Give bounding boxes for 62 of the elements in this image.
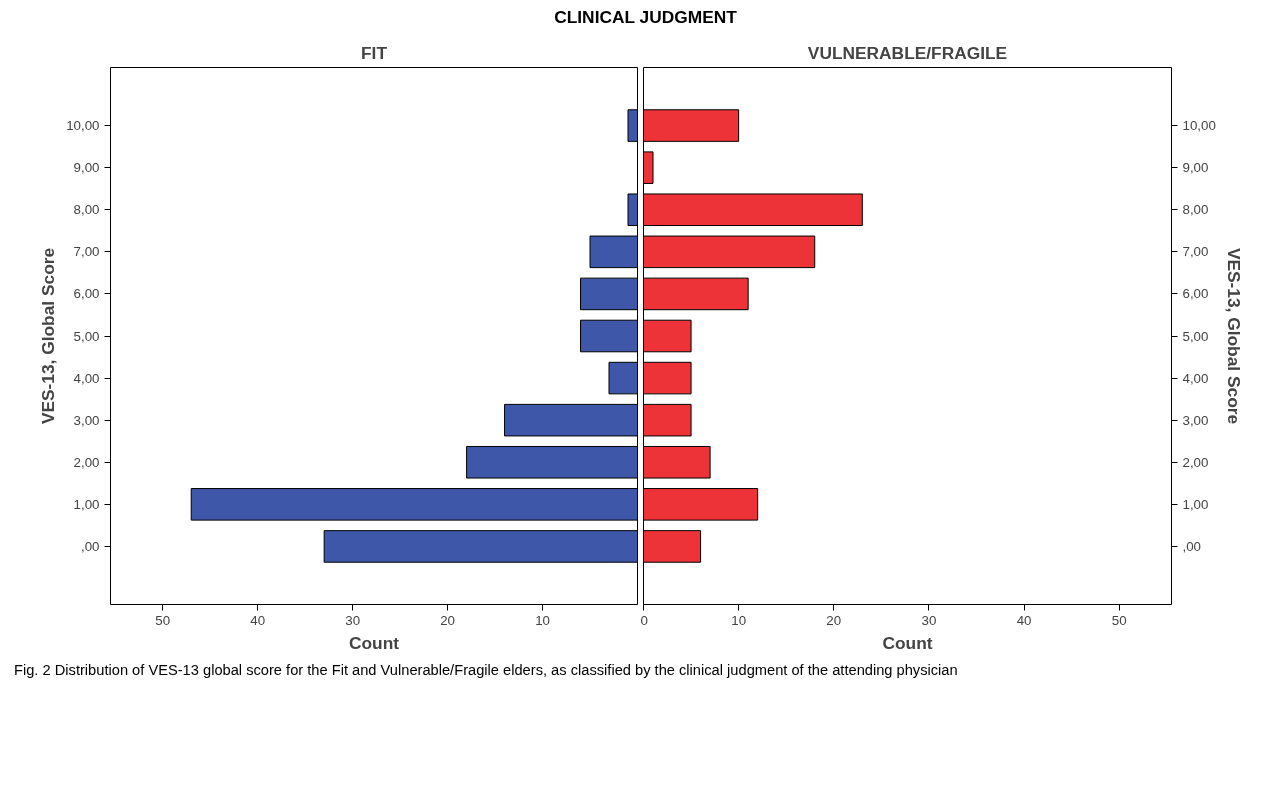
y-tick-label: 1,00 (73, 496, 100, 512)
bar (643, 277, 749, 310)
y-tick-label: ,00 (80, 538, 100, 554)
y-tick-label: 8,00 (73, 202, 100, 217)
y-tick-label: 8,00 (1182, 202, 1209, 217)
y-tick-label: 3,00 (73, 412, 100, 428)
bar (190, 487, 638, 521)
bar (643, 193, 863, 226)
x-tick-label: 0 (640, 612, 648, 628)
y-tick-label: 4,00 (1182, 370, 1209, 386)
y-axis-title: VES-13, Global Score (38, 247, 59, 424)
y-tick-label: 5,00 (73, 328, 100, 344)
y-tick-label: ,00 (1182, 538, 1202, 554)
bar (627, 193, 638, 226)
y-tick-label: 6,00 (1182, 286, 1209, 302)
y-tick-label: 5,00 (1182, 328, 1209, 344)
y-tick-label: 2,00 (1182, 454, 1209, 470)
bar (643, 529, 702, 563)
y-tick-label: 2,00 (73, 454, 100, 470)
y-tick-label: 10,00 (66, 117, 100, 133)
caption: Fig. 2 Distribution of VES-13 global score for the Fit and Vulnerable/Fragile elders, as classified by the clinical judgment of the attending physician (14, 660, 958, 680)
x-axis-title: Count (348, 632, 400, 653)
x-axis-title: Count (882, 632, 933, 653)
bar (643, 235, 816, 268)
bar (504, 403, 638, 437)
bar (643, 319, 692, 353)
bar (643, 109, 740, 142)
bar (643, 151, 654, 184)
x-tick-label: 40 (1016, 612, 1032, 628)
bar (580, 319, 638, 353)
x-tick-label: 40 (250, 612, 266, 628)
bar (627, 109, 638, 142)
text: CLINICAL JUDGMENT (554, 6, 737, 29)
y-tick-label: 1,00 (1182, 496, 1209, 512)
y-tick-label: 6,00 (73, 286, 100, 302)
bar (643, 445, 711, 479)
bar (580, 277, 638, 310)
y-tick-label: 9,00 (73, 159, 100, 175)
chart-title: FIT (361, 42, 388, 63)
x-tick-label: 50 (155, 612, 171, 628)
y-tick-label: 3,00 (1182, 412, 1209, 428)
y-tick-label: 7,00 (73, 244, 100, 260)
bar (643, 403, 692, 437)
bar (589, 235, 638, 268)
x-tick-label: 20 (440, 612, 456, 628)
y-tick-label: 9,00 (1182, 159, 1209, 175)
chart-title: VULNERABLE/FRAGILE (807, 42, 1008, 63)
x-tick-label: 10 (731, 612, 747, 628)
x-tick-label: 10 (535, 612, 550, 628)
x-tick-label: 30 (921, 612, 937, 628)
y-tick-label: 10,00 (1182, 117, 1216, 133)
y-tick-label: 4,00 (73, 370, 100, 386)
x-tick-label: 20 (826, 612, 842, 628)
bar (608, 361, 638, 395)
x-tick-label: 50 (1111, 612, 1127, 628)
bar (643, 361, 692, 395)
x-tick-label: 30 (345, 612, 361, 628)
bar (323, 529, 638, 563)
y-tick-label: 7,00 (1182, 244, 1209, 260)
bar (466, 445, 638, 479)
bar (643, 487, 759, 521)
y-axis-title: VES-13, Global Score (1223, 247, 1244, 425)
